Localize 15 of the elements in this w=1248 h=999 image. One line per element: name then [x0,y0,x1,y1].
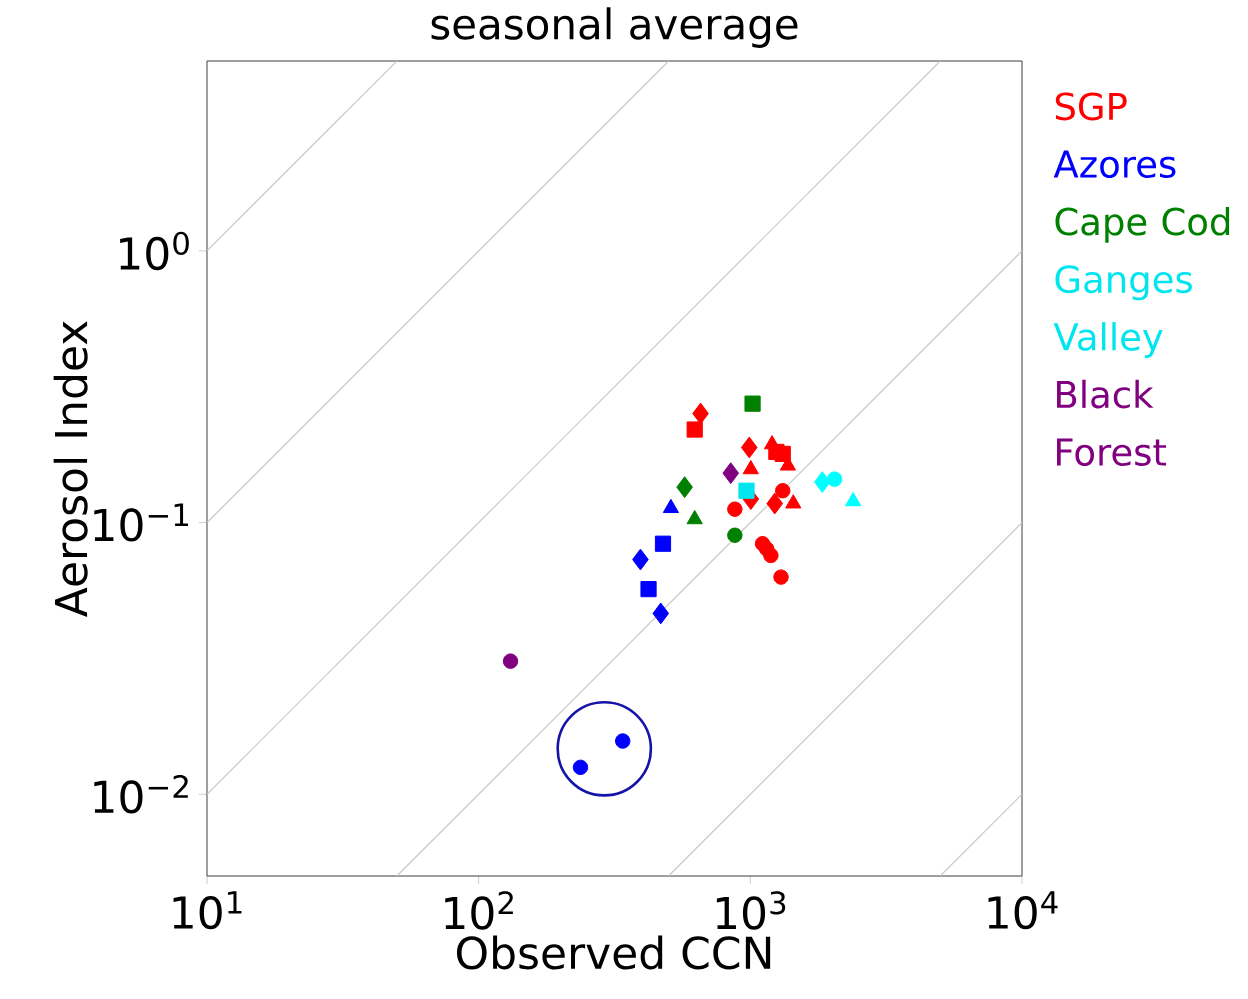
text: SGP [1055,92,1127,121]
chart-title: seasonal average [431,7,798,48]
x-tick-label: 10$^{1}$ [173,891,242,930]
y-tick-label: 10$^{−1}$ [94,503,189,542]
x-axis-title: Observed CCN [456,935,771,970]
y-tick-label: 10$^{0}$ [120,231,189,271]
x-tick-label: 10$^{2}$ [445,891,513,930]
text: Ganges Valley [1053,265,1192,358]
y-tick-label: 10$^{−2}$ [94,774,188,814]
text: Azores [1053,150,1176,178]
text: Black Forest [1057,379,1167,466]
text: Cape Cod [1055,206,1230,243]
x-tick-label: 10$^{4}$ [988,891,1058,930]
x-tick-label: 10$^{3}$ [716,891,786,930]
y-axis-title: Aerosol Index [53,321,88,617]
